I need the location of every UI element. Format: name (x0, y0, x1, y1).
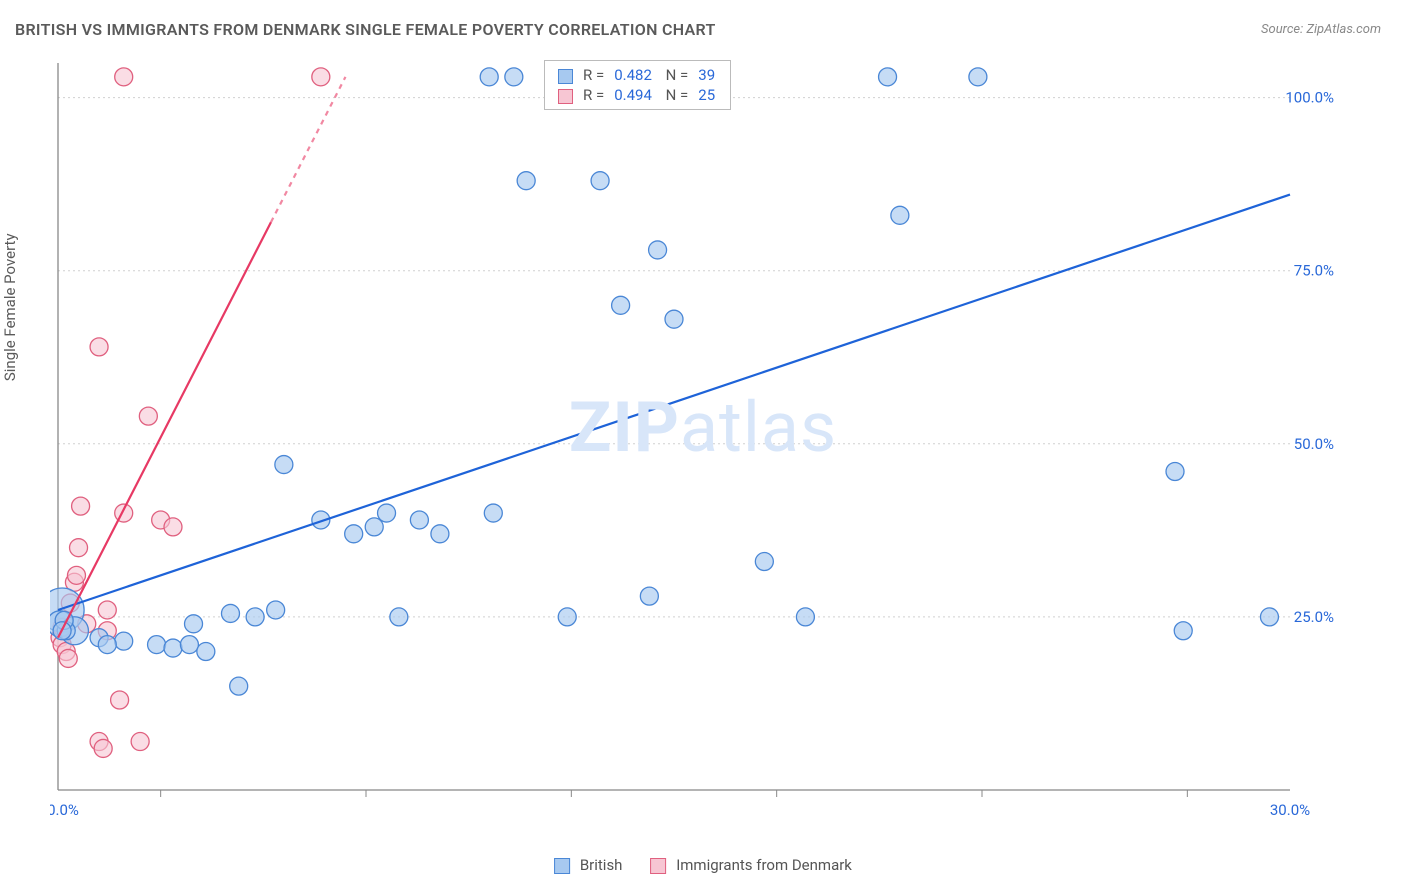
r-value-british: 0.482 (609, 65, 657, 85)
source-name: ZipAtlas.com (1306, 22, 1381, 37)
swatch-british (558, 69, 573, 84)
source-attribution: Source: ZipAtlas.com (1261, 22, 1381, 37)
stats-legend-row-british: R = 0.482 N = 39 (553, 65, 720, 85)
n-label: N = (657, 65, 693, 85)
svg-text:25.0%: 25.0% (1294, 608, 1334, 626)
swatch-british (554, 858, 570, 874)
swatch-denmark (650, 858, 666, 874)
chart-title: BRITISH VS IMMIGRANTS FROM DENMARK SINGL… (15, 20, 716, 39)
r-label: R = (578, 65, 609, 85)
svg-text:50.0%: 50.0% (1294, 435, 1334, 453)
bottom-legend-item-british: British (554, 856, 622, 874)
svg-text:100.0%: 100.0% (1285, 89, 1334, 107)
swatch-denmark (558, 89, 573, 104)
r-value-denmark: 0.494 (609, 85, 657, 105)
r-label: R = (578, 85, 609, 105)
bottom-legend-label: Immigrants from Denmark (676, 856, 852, 874)
y-axis-label: Single Female Poverty (1, 233, 19, 381)
correlation-chart: BRITISH VS IMMIGRANTS FROM DENMARK SINGL… (0, 0, 1406, 892)
bottom-legend-item-denmark: Immigrants from Denmark (650, 856, 851, 874)
bottom-legend: British Immigrants from Denmark (554, 856, 852, 874)
svg-text:30.0%: 30.0% (1270, 801, 1310, 819)
svg-text:0.0%: 0.0% (50, 801, 79, 819)
n-label: N = (657, 85, 693, 105)
stats-legend: R = 0.482 N = 39 R = 0.494 N = 25 (544, 60, 731, 110)
svg-text:75.0%: 75.0% (1294, 262, 1334, 280)
source-label: Source: (1261, 22, 1303, 37)
stats-legend-row-denmark: R = 0.494 N = 25 (553, 85, 720, 105)
n-value-british: 39 (693, 65, 720, 85)
n-value-denmark: 25 (693, 85, 720, 105)
bottom-legend-label: British (580, 856, 623, 874)
stats-legend-table: R = 0.482 N = 39 R = 0.494 N = 25 (553, 65, 720, 105)
plot-area: 25.0% 50.0% 75.0% 100.0% 0.0% 30.0% (50, 55, 1340, 820)
scatter-svg: 25.0% 50.0% 75.0% 100.0% 0.0% 30.0% (50, 55, 1340, 820)
